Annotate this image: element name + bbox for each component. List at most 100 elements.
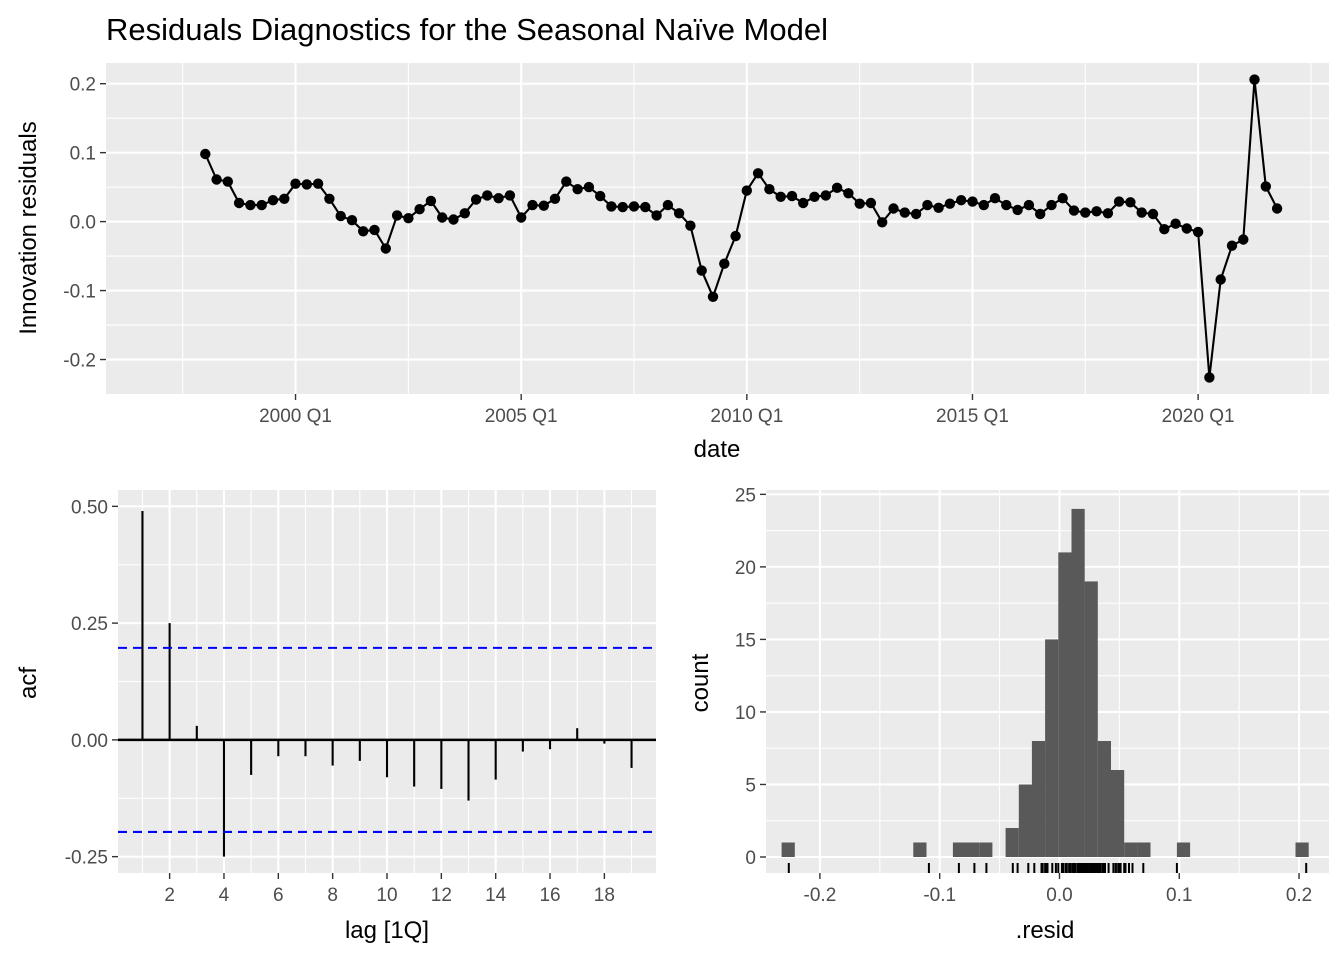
- residual-point: [1215, 274, 1226, 285]
- histogram-bar: [1295, 842, 1309, 857]
- histogram-bar: [913, 842, 927, 857]
- acf-x-tick-label: 16: [539, 885, 560, 906]
- histogram-y-tick-label: 20: [735, 558, 756, 579]
- residuals-axes: 0.2 0.1 0.0 -0.1 -0.2 2000 Q1 2005 Q1 2010 Q1 20…: [63, 75, 1234, 427]
- residuals-y-tick-label: 0.2: [70, 75, 96, 96]
- residuals-panel: 0.2 0.1 0.0 -0.1 -0.2 2000 Q1 2005 Q1 2010 Q1 20…: [15, 63, 1329, 463]
- residual-point: [301, 179, 312, 190]
- acf-axes: 0.50 0.25 0.00 -0.25 2 4 6 8 10 12 14 16 18: [65, 497, 615, 906]
- acf-x-tick-label: 10: [376, 885, 397, 906]
- residual-point: [910, 208, 922, 220]
- residuals-y-tick-label: 0.1: [70, 144, 96, 165]
- residual-point: [279, 193, 290, 204]
- residual-point: [967, 196, 978, 207]
- residual-point: [312, 178, 324, 189]
- histogram-bar: [1018, 784, 1032, 857]
- acf-x-tick-label: 8: [327, 885, 338, 906]
- residual-point: [1012, 204, 1023, 216]
- residual-point: [391, 210, 403, 221]
- residual-point: [1080, 207, 1091, 218]
- acf-gridlines: [118, 490, 656, 873]
- residual-point: [448, 214, 459, 225]
- residual-point: [843, 188, 854, 199]
- histogram-x-tick-label: -0.2: [804, 885, 837, 906]
- histogram-bar: [952, 842, 967, 857]
- residual-point: [256, 199, 267, 211]
- residual-point: [752, 168, 764, 179]
- residual-point: [741, 185, 752, 196]
- residuals-y-tick-label: -0.1: [63, 282, 96, 303]
- residuals-series: [200, 74, 1283, 383]
- residual-point: [978, 199, 989, 211]
- residual-point: [606, 201, 617, 212]
- residuals-gridlines: [106, 63, 1329, 394]
- histogram-rug: [787, 863, 1308, 873]
- residual-point: [1192, 226, 1204, 238]
- residual-point: [899, 207, 910, 218]
- plot-title: Residuals Diagnostics for the Seasonal N…: [106, 12, 828, 47]
- residual-point: [572, 184, 583, 195]
- residual-point: [1001, 199, 1012, 211]
- residual-point: [1091, 206, 1102, 217]
- histogram-y-tick-label: 10: [735, 703, 756, 724]
- residual-point: [380, 243, 391, 254]
- residual-point: [707, 291, 719, 302]
- residual-point: [583, 181, 595, 193]
- residual-point: [561, 176, 572, 187]
- histogram-bar: [1045, 639, 1059, 857]
- residual-point: [685, 220, 696, 231]
- acf-x-tick-label: 12: [431, 885, 452, 906]
- residual-point: [459, 208, 470, 219]
- histogram-bar: [1031, 741, 1046, 857]
- residual-point: [1068, 205, 1080, 216]
- residual-point: [820, 190, 831, 201]
- residual-point: [673, 208, 685, 219]
- residual-point: [1113, 196, 1125, 207]
- residual-point: [504, 190, 516, 201]
- residual-point: [267, 195, 279, 206]
- histogram-bar: [1176, 842, 1191, 857]
- residual-point: [1046, 199, 1057, 211]
- residual-point: [1271, 203, 1283, 214]
- residual-point: [324, 193, 335, 204]
- residual-point: [662, 199, 674, 211]
- residual-point: [516, 212, 527, 223]
- residual-point: [437, 212, 448, 223]
- residual-point: [346, 215, 358, 226]
- residuals-y-axis-title: Innovation residuals: [15, 121, 42, 334]
- residual-point: [1102, 208, 1114, 219]
- residual-point: [527, 199, 538, 211]
- residual-point: [640, 201, 651, 213]
- residual-point: [1136, 207, 1147, 218]
- histogram-bar: [979, 842, 993, 857]
- histogram-bar: [1097, 741, 1111, 857]
- histogram-y-tick-label: 15: [735, 630, 756, 651]
- residual-point: [933, 202, 944, 213]
- residual-point: [245, 199, 256, 211]
- acf-x-tick-label: 4: [219, 885, 230, 906]
- histogram-y-tick-label: 5: [745, 775, 756, 796]
- residual-point: [1147, 208, 1159, 220]
- acf-panel: 0.50 0.25 0.00 -0.25 2 4 6 8 10 12 14 16 18 lag [1Q]…: [15, 490, 656, 944]
- residual-point: [425, 195, 437, 207]
- histogram-bar: [1137, 842, 1151, 857]
- residuals-panel-background: [106, 63, 1329, 394]
- residual-point: [1170, 218, 1181, 229]
- residual-point: [358, 226, 369, 237]
- residual-point: [1226, 240, 1238, 251]
- residual-point: [764, 184, 775, 195]
- histogram-bar: [781, 842, 795, 857]
- residual-point: [549, 193, 561, 204]
- acf-y-tick-label: 0.50: [71, 497, 108, 518]
- residual-point: [775, 191, 786, 202]
- histogram-x-axis-title: .resid: [1016, 917, 1075, 944]
- residual-point: [854, 198, 865, 209]
- histogram-y-tick-label: 25: [735, 485, 756, 506]
- residual-point: [222, 176, 233, 187]
- histogram-series: [781, 508, 1309, 857]
- residual-point: [786, 190, 798, 202]
- acf-x-tick-label: 2: [164, 885, 175, 906]
- histogram-bar: [1084, 581, 1098, 857]
- residual-point: [956, 195, 967, 206]
